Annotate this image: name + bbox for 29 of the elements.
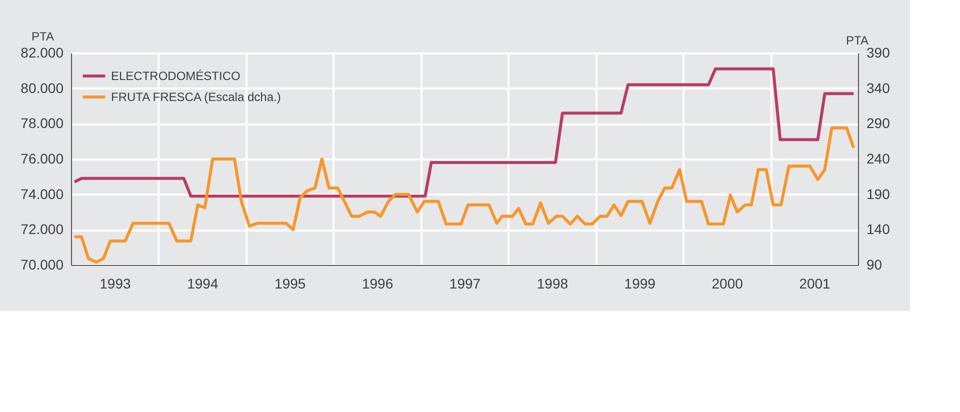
y-tick-label: 70.000 [20,256,64,272]
y2-tick-label: 340 [866,80,890,96]
y2-tick-label: 190 [866,186,890,202]
y2-tick-label: 90 [866,256,882,272]
x-tick-label: 2000 [712,276,744,292]
y2-tick-label: 240 [866,150,890,166]
legend-label: FRUTA FRESCA (Escala dcha.) [111,90,281,104]
y-axis-title: PTA [32,30,54,44]
line-series [73,126,856,264]
y2-axis-title: PTA [846,34,868,48]
y-tick-label: 80.000 [20,80,64,96]
y2-tick-label: 290 [866,115,890,132]
x-tick-label: 1997 [449,276,481,292]
x-tick-label: 1999 [624,276,656,292]
y-tick-label: 78.000 [20,115,64,132]
y-tick-label: 74.000 [20,186,64,202]
y2-tick-label: 140 [866,221,890,238]
legend-label: ELECTRODOMÉSTICO [111,69,240,83]
line-series [73,67,856,198]
y2-tick-label: 390 [866,44,890,60]
y-tick-label: 82.000 [20,44,64,60]
x-tick-label: 1998 [536,276,568,292]
x-tick-label: 1996 [362,276,394,292]
y-tick-label: 76.000 [20,150,64,166]
x-tick-label: 1993 [100,276,132,292]
x-tick-label: 1995 [274,276,306,292]
x-tick-label: 2001 [799,276,831,292]
y-tick-label: 72.000 [20,221,64,238]
x-tick-label: 1994 [187,276,218,292]
